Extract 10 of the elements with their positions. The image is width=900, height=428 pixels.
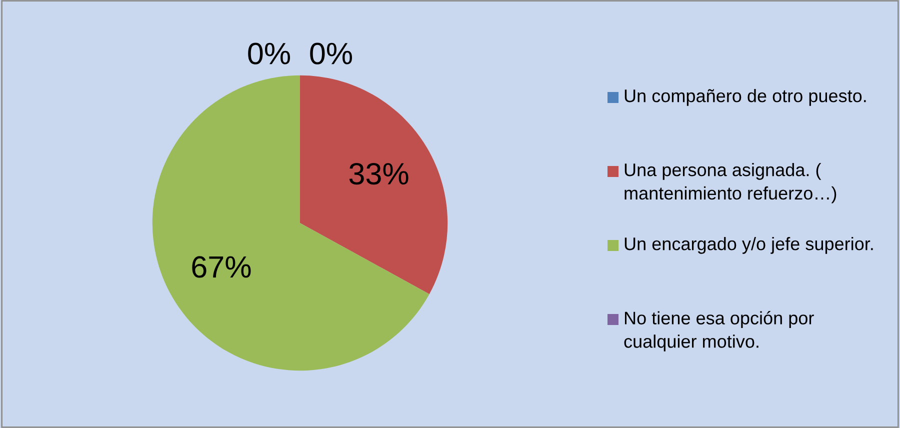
text: 0% [310,42,352,64]
text: 0% [248,42,290,64]
legend-label: No tiene esa opción por cualquier motivo. [624,311,814,352]
pie-slice [152,75,430,371]
data-label: 67% [192,256,251,278]
data-label: 33% [349,162,408,185]
legend-label: Una persona asignada. ( mantenimiento refuerzo…) [624,163,836,204]
legend-label: Un encargado y/o jefe superior. [624,237,873,254]
pie-slice [300,75,448,294]
legend-label: Un compañero de otro puesto. [624,89,866,106]
